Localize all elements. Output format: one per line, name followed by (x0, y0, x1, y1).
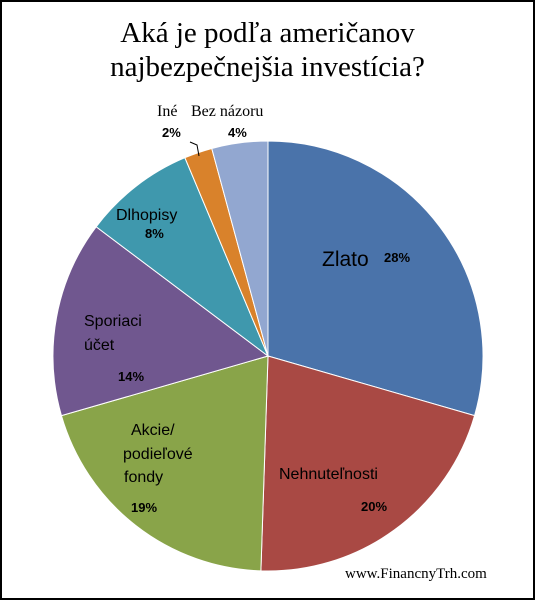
label-akcie-line-1: Akcie/ (131, 422, 175, 439)
label-nehnutelnosti: Nehnuteľnosti (279, 466, 378, 483)
pct-akcie: 19% (131, 500, 157, 515)
label-sporiaci-line-1: Sporiaci (84, 313, 142, 330)
pct-sporiaci: 14% (118, 369, 144, 384)
title-line-1: Aká je podľa američanov (120, 17, 415, 49)
pie-slice-2 (260, 355, 476, 572)
source-credit: www.FinancnyTrh.com (345, 566, 487, 582)
chart-title: Aká je podľa američanov najbezpečnejšia … (2, 16, 533, 84)
pct-dlhopisy: 8% (145, 226, 164, 241)
pie-slice-5 (95, 157, 270, 358)
title-line-2: najbezpečnejšia investícia? (110, 51, 425, 83)
pie-slice-4 (52, 226, 270, 417)
pie-slice-3 (60, 355, 269, 572)
label-sporiaci-line-2: účet (84, 337, 115, 354)
pct-ine: 2% (162, 125, 181, 140)
label-akcie-line-2: podieľové (123, 446, 193, 463)
label-ine: Iné (157, 103, 177, 120)
pct-nehnutelnosti: 20% (361, 499, 387, 514)
pie-slice-1 (267, 140, 484, 417)
label-bez-nazoru: Bez názoru (191, 103, 263, 120)
label-dlhopisy: Dlhopisy (116, 207, 177, 224)
label-akcie-line-3: fondy (124, 469, 163, 486)
pie-slice-7 (211, 140, 269, 357)
pct-zlato: 28% (384, 250, 410, 265)
leader-line-ine (189, 141, 200, 157)
label-zlato: Zlato (322, 248, 369, 271)
pct-bez-nazoru: 4% (228, 125, 247, 140)
